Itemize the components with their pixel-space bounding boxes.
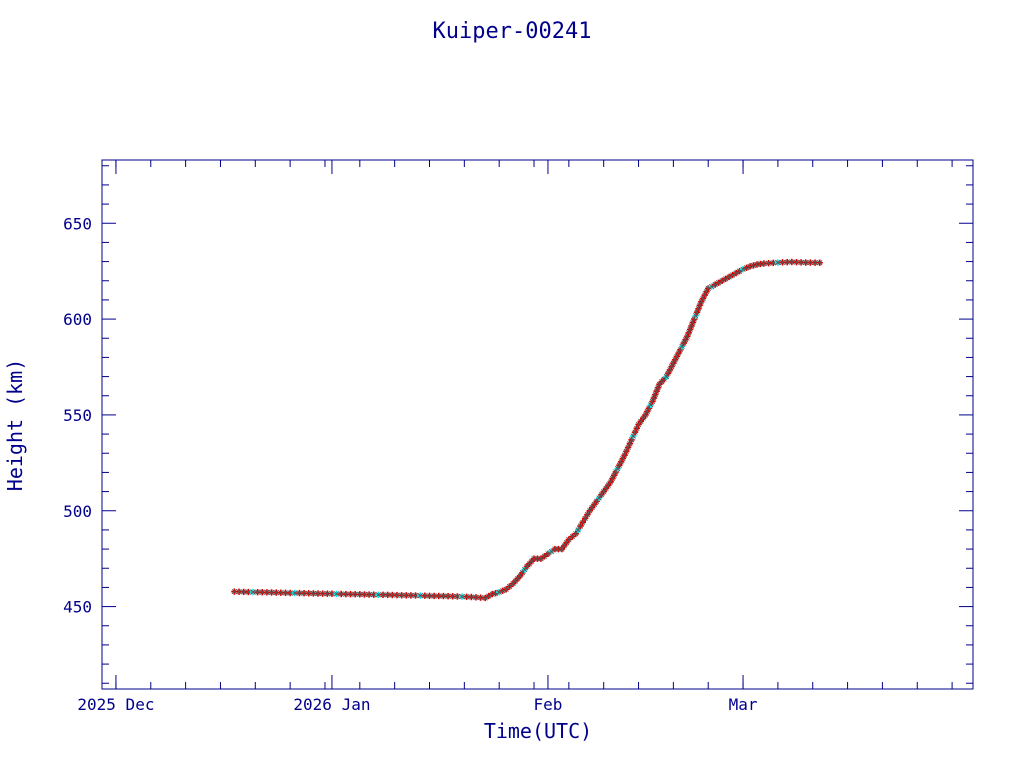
y-tick-label: 450 bbox=[63, 598, 92, 617]
data-point bbox=[537, 555, 545, 562]
data-point bbox=[370, 591, 377, 598]
x-tick-label: 2026 Jan bbox=[293, 695, 370, 714]
data-point bbox=[361, 591, 368, 598]
y-tick-label: 600 bbox=[63, 310, 92, 329]
x-tick-label: Feb bbox=[533, 695, 562, 714]
data-point bbox=[544, 550, 552, 558]
chart-title: Kuiper-00241 bbox=[433, 19, 592, 44]
data-point bbox=[548, 548, 555, 555]
data-point bbox=[779, 259, 786, 266]
x-tick-label: Mar bbox=[729, 695, 758, 714]
data-point bbox=[569, 533, 576, 540]
x-axis-ticks: 2025 Dec 2026 Jan Feb Mar bbox=[77, 160, 953, 714]
data-point bbox=[356, 591, 364, 598]
data-point bbox=[375, 591, 382, 598]
y-axis-ticks: 450 500 550 600 650 bbox=[63, 165, 973, 684]
data-point bbox=[282, 589, 289, 597]
x-tick-label: 2025 Dec bbox=[77, 695, 154, 714]
data-point bbox=[310, 590, 317, 597]
data-point bbox=[642, 411, 649, 419]
data-point bbox=[765, 259, 772, 267]
data-point bbox=[693, 308, 701, 316]
x-axis-label: Time(UTC) bbox=[484, 719, 592, 743]
y-tick-label: 650 bbox=[63, 214, 92, 233]
data-point bbox=[333, 590, 340, 598]
y-axis-label: Height (km) bbox=[3, 359, 27, 491]
data-point bbox=[502, 586, 510, 593]
data-point bbox=[393, 591, 401, 599]
data-point bbox=[541, 553, 548, 560]
data-points bbox=[231, 258, 823, 602]
data-point bbox=[482, 594, 489, 602]
data-point bbox=[263, 589, 271, 596]
y-tick-label: 500 bbox=[63, 502, 92, 521]
data-point bbox=[277, 589, 285, 596]
data-point bbox=[449, 593, 456, 600]
data-point bbox=[430, 592, 438, 600]
data-point bbox=[816, 259, 823, 266]
data-point bbox=[300, 589, 308, 597]
plot-frame bbox=[101, 159, 974, 690]
data-point bbox=[485, 592, 492, 600]
data-point bbox=[788, 258, 796, 266]
data-point bbox=[259, 589, 266, 596]
data-point bbox=[561, 542, 568, 550]
y-tick-label: 550 bbox=[63, 406, 92, 425]
